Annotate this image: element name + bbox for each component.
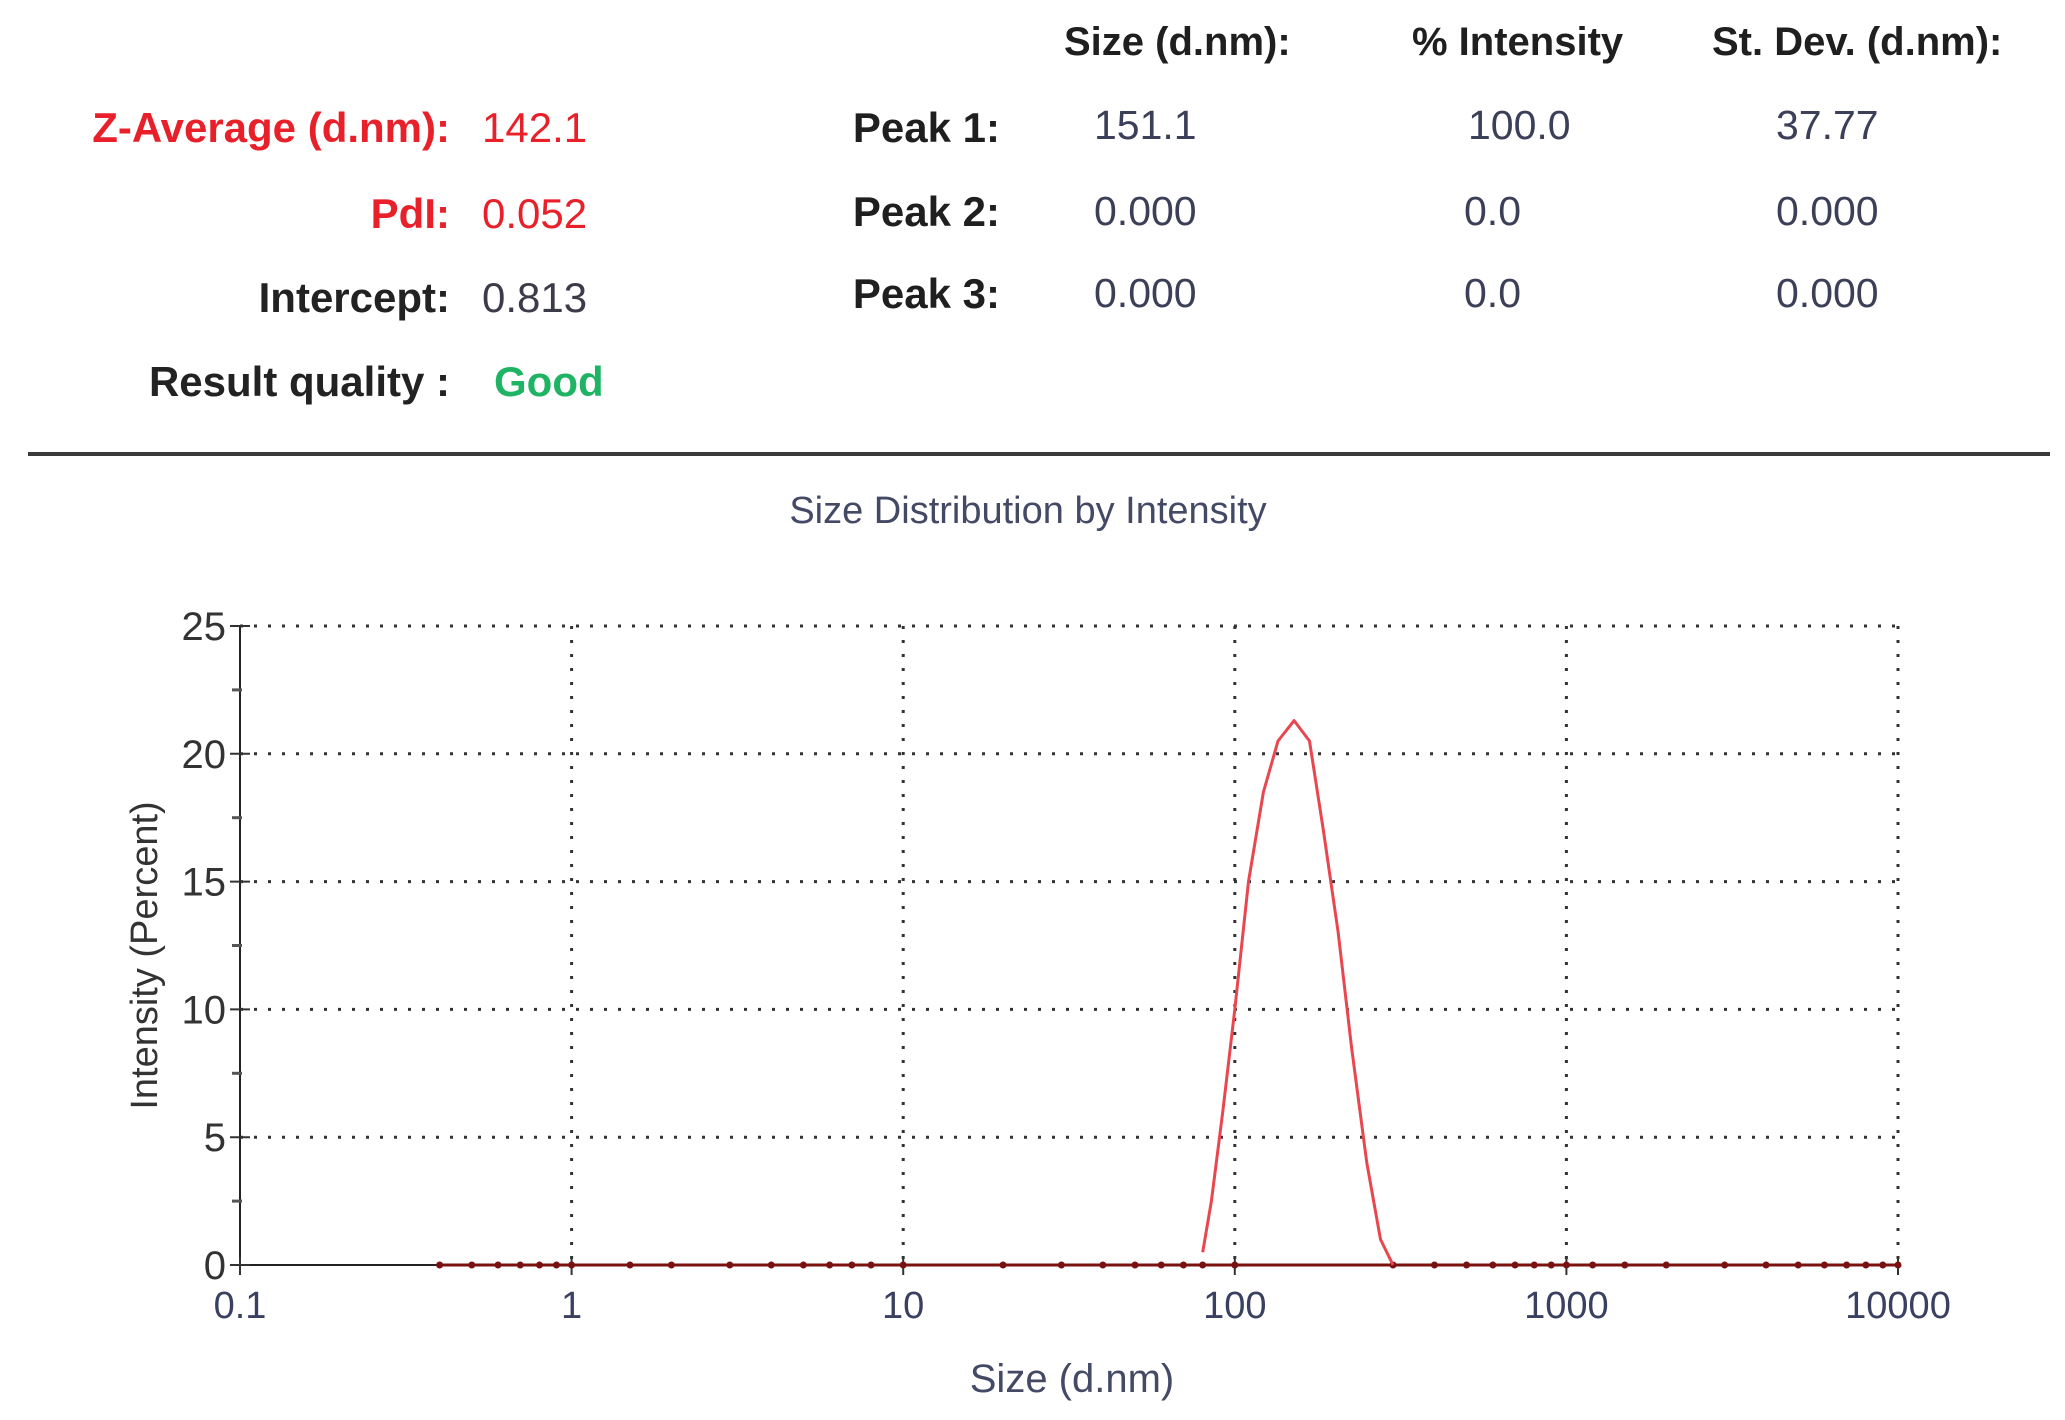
baseline-point [1530, 1261, 1538, 1269]
baseline-point [848, 1261, 856, 1269]
baseline-point [1547, 1261, 1555, 1269]
baseline-point [826, 1261, 834, 1269]
baseline-point [468, 1261, 476, 1269]
y-tick-label: 5 [204, 1116, 226, 1160]
baseline-point [667, 1261, 675, 1269]
peak-3-label: Peak 3: [852, 270, 1000, 317]
peak-3-size: 0.000 [1094, 270, 1197, 316]
baseline-point [494, 1261, 502, 1269]
x-tick-label: 1 [561, 1285, 582, 1327]
baseline-point [867, 1261, 875, 1269]
baseline-point [1621, 1261, 1629, 1269]
baseline-point [1794, 1261, 1802, 1269]
x-tick-label: 10 [882, 1285, 924, 1327]
baseline-point [568, 1261, 576, 1269]
baseline-point [1131, 1261, 1139, 1269]
y-axis-label: Intensity (Percent) [124, 801, 166, 1109]
stdev-column-header: St. Dev. (d.nm): [1712, 20, 2003, 64]
baseline-point [1879, 1261, 1887, 1269]
baseline-point [1179, 1261, 1187, 1269]
intercept-value: 0.813 [482, 274, 588, 321]
baseline-point [1157, 1261, 1165, 1269]
peak-1-intensity: 100.0 [1468, 102, 1571, 148]
result-quality-value: Good [494, 358, 604, 405]
baseline-point [1562, 1261, 1570, 1269]
baseline-point [1894, 1261, 1902, 1269]
baseline-point [799, 1261, 807, 1269]
y-tick-label: 15 [182, 861, 227, 905]
x-tick-label: 10000 [1845, 1285, 1951, 1327]
baseline-point [1589, 1261, 1597, 1269]
z-average-value: 142.1 [482, 104, 588, 151]
baseline-point [767, 1261, 775, 1269]
baseline-point [535, 1261, 543, 1269]
size-column-header: Size (d.nm): [1064, 20, 1291, 64]
section-divider [28, 452, 2050, 456]
chart-axes [230, 625, 1899, 1275]
result-quality-label: Result quality : [148, 358, 450, 405]
peak-1-stdev: 37.77 [1776, 102, 1879, 148]
baseline-point [436, 1261, 444, 1269]
baseline-point [1843, 1261, 1851, 1269]
peak-1-size: 151.1 [1094, 102, 1197, 148]
baseline-point [1199, 1261, 1207, 1269]
baseline-point [1099, 1261, 1107, 1269]
intercept-label: Intercept: [258, 274, 450, 321]
intensity-curve [1201, 719, 1395, 1266]
pdi-label: PdI: [370, 190, 450, 237]
baseline-point [1511, 1261, 1519, 1269]
peak-2-size: 0.000 [1094, 188, 1197, 234]
y-tick-label: 20 [182, 733, 227, 777]
peak-1-label: Peak 1: [852, 104, 1000, 151]
z-average-label: Z-Average (d.nm): [92, 104, 450, 151]
peak-3-stdev: 0.000 [1776, 270, 1879, 316]
baseline-point [552, 1261, 560, 1269]
baseline-point [999, 1261, 1007, 1269]
baseline-point [626, 1261, 634, 1269]
y-tick-label: 10 [182, 988, 227, 1032]
baseline-point [1430, 1261, 1438, 1269]
chart-title: Size Distribution by Intensity [789, 490, 1266, 532]
x-tick-label: 1000 [1524, 1285, 1609, 1327]
peak-3-intensity: 0.0 [1464, 270, 1521, 316]
pdi-value: 0.052 [482, 190, 588, 237]
chart-series [1201, 719, 1395, 1266]
y-tick-label: 0 [204, 1244, 226, 1288]
size-distribution-chart: 0 5 10 15 20 25 0.1 1 10 100 1000 10000 Size Distrib… [124, 490, 1951, 1401]
baseline-point [899, 1261, 907, 1269]
peak-2-stdev: 0.000 [1776, 188, 1879, 234]
x-tick-label: 0.1 [214, 1285, 267, 1327]
peak-2-intensity: 0.0 [1464, 188, 1521, 234]
baseline-point [1489, 1261, 1497, 1269]
baseline-point [1463, 1261, 1471, 1269]
x-axis-label: Size (d.nm) [970, 1357, 1175, 1401]
baseline-point [1057, 1261, 1065, 1269]
baseline-series [436, 1261, 1902, 1269]
baseline-point [726, 1261, 734, 1269]
baseline-point [1762, 1261, 1770, 1269]
x-tick-label: 100 [1203, 1285, 1266, 1327]
baseline-point [1662, 1261, 1670, 1269]
baseline-point [516, 1261, 524, 1269]
intensity-column-header: % Intensity [1412, 20, 1624, 64]
baseline-point [1862, 1261, 1870, 1269]
baseline-point [1231, 1261, 1239, 1269]
y-tick-label: 25 [182, 605, 227, 649]
baseline-point [1820, 1261, 1828, 1269]
chart-grid [240, 624, 1900, 1265]
peak-2-label: Peak 2: [852, 188, 1000, 235]
baseline-point [1721, 1261, 1729, 1269]
chart-text: 0 5 10 15 20 25 0.1 1 10 100 1000 10000 Size Distrib… [124, 490, 1951, 1401]
